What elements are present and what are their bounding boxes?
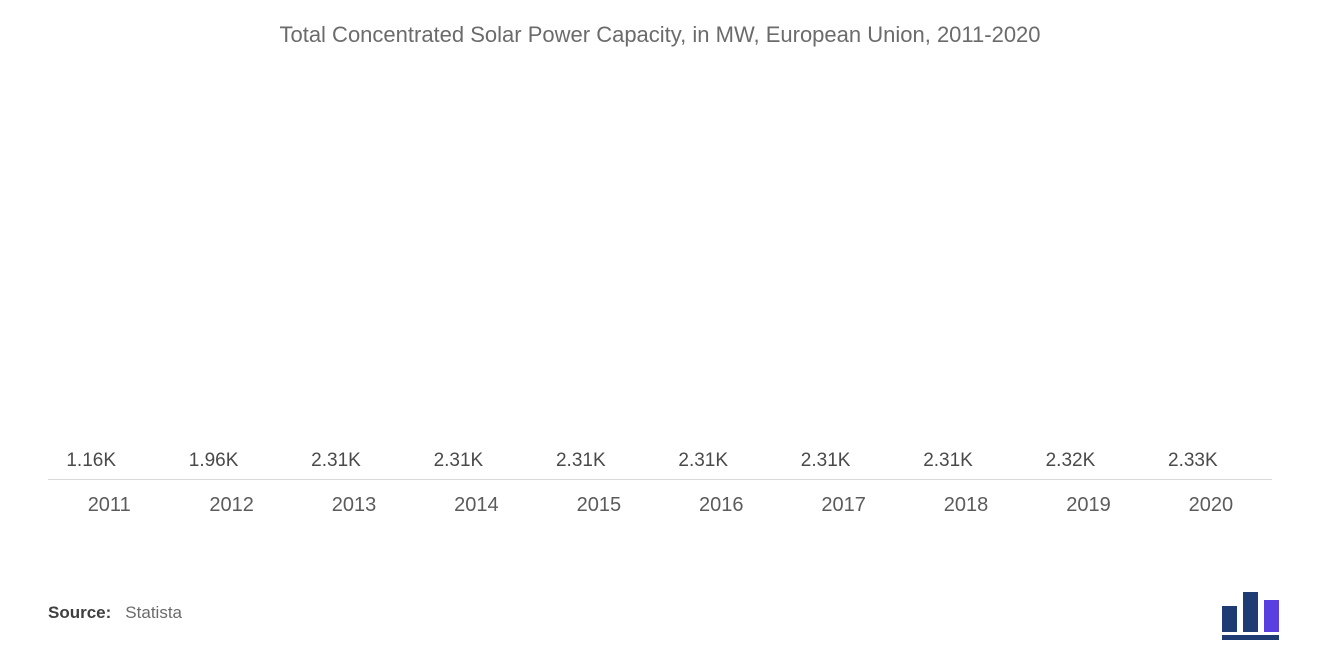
x-axis-label: 2014 <box>415 494 537 517</box>
source-label: Source: <box>48 603 111 623</box>
bar-value-label: 2.31K <box>923 450 973 472</box>
bar-value-label: 2.31K <box>678 450 728 472</box>
x-axis-label: 2012 <box>170 494 292 517</box>
bar-value-label: 1.96K <box>189 450 239 472</box>
x-axis-label: 2011 <box>48 494 170 517</box>
bar-value-label: 2.32K <box>1046 450 1096 472</box>
brand-logo <box>1222 592 1282 641</box>
x-axis-label: 2020 <box>1150 494 1272 517</box>
bars-container: 1.16K 1.96K 2.31K 2.31K 2.31K 2.31K 2.31K 2.31K… <box>48 100 1272 480</box>
x-axis-label: 2019 <box>1027 494 1149 517</box>
source-value: Statista <box>125 603 182 623</box>
bar-value-label: 2.31K <box>801 450 851 472</box>
x-axis-label: 2013 <box>293 494 415 517</box>
bar-value-label: 2.31K <box>434 450 484 472</box>
bar-value-label: 2.31K <box>311 450 361 472</box>
chart-area: 1.16K 1.96K 2.31K 2.31K 2.31K 2.31K 2.31K 2.31K… <box>48 100 1272 520</box>
x-axis-label: 2018 <box>905 494 1027 517</box>
x-axis-labels: 2011201220132014201520162017201820192020 <box>48 494 1272 517</box>
x-axis-label: 2015 <box>538 494 660 517</box>
source-footer: Source: Statista <box>48 603 182 623</box>
x-axis-label: 2016 <box>660 494 782 517</box>
brand-logo-icon <box>1222 592 1282 641</box>
x-axis-label: 2017 <box>782 494 904 517</box>
bar-value-label: 1.16K <box>66 450 116 472</box>
bar-value-label: 2.33K <box>1168 450 1218 472</box>
chart-title: Total Concentrated Solar Power Capacity,… <box>0 0 1320 48</box>
bar-value-label: 2.31K <box>556 450 606 472</box>
chart-plot: 1.16K 1.96K 2.31K 2.31K 2.31K 2.31K 2.31K 2.31K… <box>48 100 1272 480</box>
